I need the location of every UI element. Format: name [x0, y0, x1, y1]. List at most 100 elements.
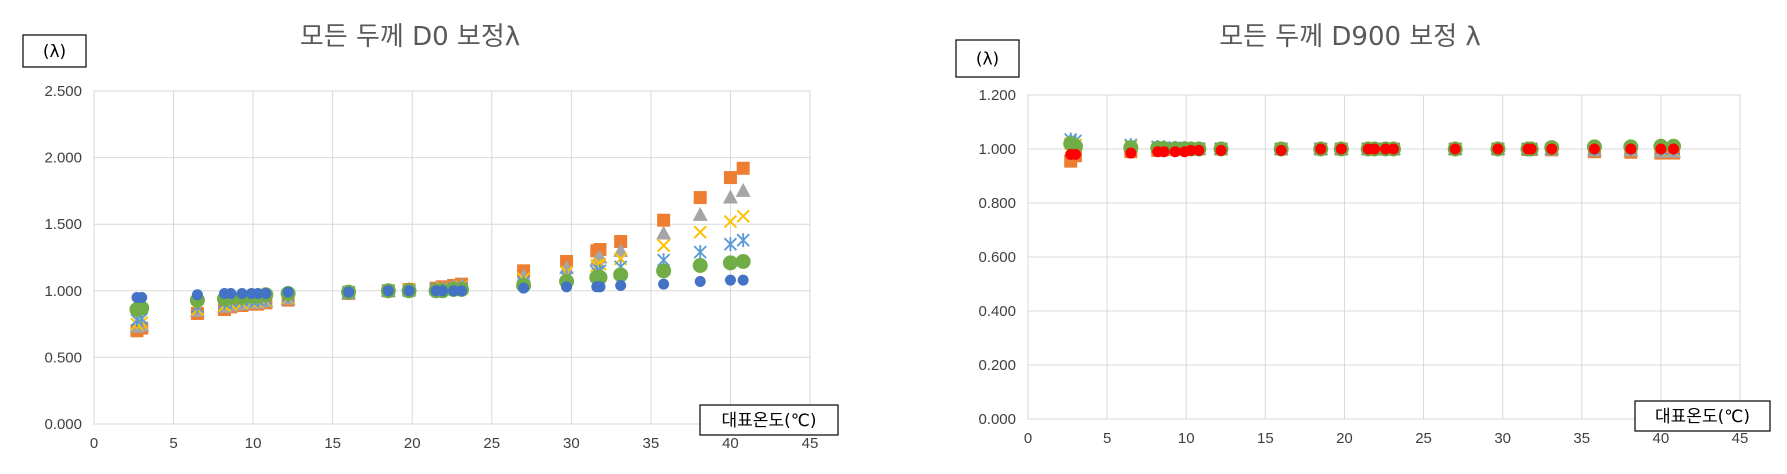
x-tick-label: 20	[1336, 430, 1353, 447]
data-point-triangle	[735, 182, 751, 197]
x-tick-label: 20	[404, 435, 421, 452]
data-point-circle	[136, 291, 148, 303]
data-point-circle	[1380, 143, 1392, 155]
data-point-circle	[1387, 143, 1399, 155]
x-tick-label: 35	[1573, 430, 1590, 447]
data-point-circle	[1193, 144, 1205, 156]
y-tick-label: 1.000	[44, 283, 82, 300]
chart-left: 0 5 10 15 20 25 30 35 40 45 0.000 0.500 1.000 1.500 2.…	[22, 22, 839, 452]
data-point-x	[656, 238, 671, 253]
data-point-circle	[1335, 143, 1347, 155]
data-point-circle	[737, 274, 749, 286]
data-point-x	[736, 209, 750, 223]
x-tick-label: 40	[1653, 430, 1670, 447]
x-tick-label: 15	[1257, 430, 1274, 447]
data-point-circle-large	[656, 263, 672, 279]
x-tick-label: 25	[483, 435, 500, 452]
data-point-circle	[191, 289, 203, 301]
data-point-circle	[615, 279, 627, 291]
data-point-circle-large	[613, 267, 629, 283]
x-axis-label-box	[1634, 400, 1771, 432]
data-point-star	[723, 237, 738, 252]
data-point-circle	[1169, 146, 1181, 158]
chart-right: 0 5 10 15 20 25 30 35 40 45 0.000 0.200 0.400 0.600 0.…	[955, 22, 1771, 447]
data-point-circle	[1125, 147, 1137, 159]
chart-title: 모든 두께 D0 보정λ	[300, 22, 520, 52]
data-point-circle	[1449, 143, 1461, 155]
x-tick-label: 30	[1494, 430, 1511, 447]
data-point-circle	[1185, 144, 1197, 156]
x-tick-label: 0	[1024, 430, 1032, 447]
data-point-x	[693, 225, 707, 239]
data-point-square	[736, 161, 750, 175]
data-point-circle	[561, 281, 573, 293]
data-point-circle-large	[722, 255, 738, 271]
data-point-circle	[1158, 146, 1170, 158]
data-point-circle	[1625, 143, 1637, 155]
data-point-circle	[594, 281, 606, 293]
data-point-triangle	[656, 225, 672, 240]
x-tick-label: 45	[802, 435, 819, 452]
data-point-circle	[724, 274, 736, 286]
y-tick-label: 2.000	[44, 150, 82, 167]
x-tick-label: 10	[245, 435, 262, 452]
data-point-star	[693, 245, 707, 260]
chart-panel-right: 0 5 10 15 20 25 30 35 40 45 0.000 0.200 0.400 0.600 0.…	[940, 0, 1787, 474]
data-point-star	[736, 233, 750, 248]
y-axis-label-box	[22, 34, 87, 68]
x-tick-label: 5	[169, 435, 177, 452]
data-point-triangle	[722, 189, 738, 204]
data-point-circle	[1069, 148, 1081, 160]
data-point-circle	[694, 275, 706, 287]
data-point-circle	[1546, 143, 1558, 155]
y-axis-label-box	[955, 39, 1020, 78]
data-point-circle	[403, 285, 415, 297]
chart-panel-left: 0 5 10 15 20 25 30 35 40 45 0.000 0.500 1.000 1.500 2.…	[22, 22, 839, 452]
data-point-circle	[1525, 143, 1537, 155]
data-point-circle	[1588, 143, 1600, 155]
series-circle	[1065, 143, 1680, 160]
x-tick-label: 40	[722, 435, 739, 452]
data-point-circle	[1668, 143, 1680, 155]
x-tick-label: 15	[324, 435, 341, 452]
data-point-circle	[252, 287, 264, 299]
data-point-triangle	[559, 260, 575, 275]
y-tick-label: 1.500	[44, 216, 82, 233]
data-point-circle	[343, 286, 355, 298]
data-point-circle-large	[134, 300, 150, 316]
y-tick-label: 0.500	[44, 349, 82, 366]
data-point-x	[723, 214, 738, 229]
plot-area	[93, 90, 811, 425]
data-point-circle	[1275, 144, 1287, 156]
data-point-square	[693, 191, 707, 205]
x-tick-label: 5	[1103, 430, 1111, 447]
y-tick-label: 0.000	[978, 411, 1016, 428]
data-point-circle-large	[692, 257, 708, 273]
x-axis-label: 대표온도(℃)	[1655, 407, 1750, 427]
y-tick-label: 1.000	[978, 141, 1016, 158]
y-tick-label: 0.400	[978, 303, 1016, 320]
x-tick-label: 30	[563, 435, 580, 452]
x-tick-label: 10	[1178, 430, 1195, 447]
data-point-circle	[448, 285, 460, 297]
x-tick-label: 25	[1415, 430, 1432, 447]
data-point-square	[657, 213, 671, 227]
data-point-circle-large	[735, 253, 751, 269]
y-axis-label: (λ)	[43, 42, 66, 62]
data-point-circle	[1315, 143, 1327, 155]
data-point-circle	[260, 287, 272, 299]
data-point-circle	[456, 285, 468, 297]
data-point-square	[614, 235, 628, 249]
x-tick-label: 0	[90, 435, 98, 452]
data-point-circle	[282, 286, 294, 298]
data-point-circle-large	[592, 269, 608, 285]
data-point-circle	[1215, 144, 1227, 156]
data-point-circle	[518, 282, 530, 294]
x-tick-label: 35	[643, 435, 660, 452]
data-point-circle	[658, 278, 670, 290]
series-circle	[131, 274, 749, 303]
chart-title: 모든 두께 D900 보정 λ	[1219, 22, 1481, 52]
y-tick-label: 0.000	[44, 416, 82, 433]
y-tick-label: 0.600	[978, 249, 1016, 266]
data-point-circle	[1492, 143, 1504, 155]
